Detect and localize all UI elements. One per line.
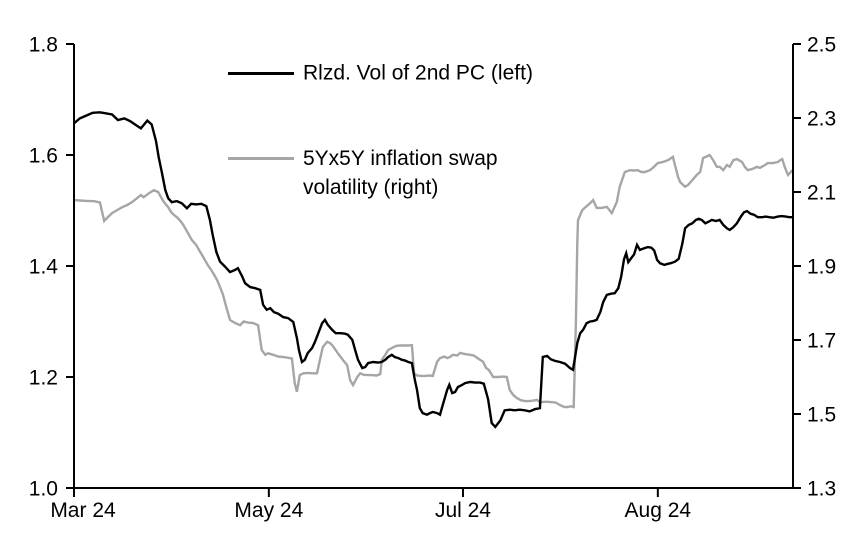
left-axis-tick-label: 1.2 [29, 366, 58, 389]
left-axis-tick-label: 1.4 [29, 255, 59, 278]
right-axis-tick-label: 1.7 [807, 329, 836, 352]
legend-label-inflation-swap: 5Yx5Y inflation swap volatility (right) [303, 144, 498, 202]
legend-label-inflation-swap-line1: 5Yx5Y inflation swap [303, 147, 498, 170]
x-axis-tick-label: Mar 24 [50, 499, 116, 522]
legend-label-inflation-swap-line2: volatility (right) [303, 176, 439, 199]
left-axis-tick-label: 1.6 [29, 144, 58, 167]
right-axis-tick-label: 2.5 [807, 33, 836, 56]
left-axis-tick-label: 1.0 [29, 477, 58, 500]
x-axis-tick-label: May 24 [234, 499, 303, 522]
x-axis-tick-label: Aug 24 [625, 499, 692, 522]
right-axis-tick-label: 1.5 [807, 403, 836, 426]
legend-swatch-gray-line [228, 157, 294, 160]
legend-swatch-black-line [228, 72, 294, 75]
right-axis-tick-label: 1.9 [807, 255, 836, 278]
legend-label-realized-vol: Rlzd. Vol of 2nd PC (left) [303, 61, 533, 85]
x-axis-tick-label: Jul 24 [435, 499, 491, 522]
left-axis-tick-label: 1.8 [29, 33, 58, 56]
right-axis-tick-label: 1.3 [807, 477, 836, 500]
series-line-realized-vol [73, 111, 793, 429]
right-axis-tick-label: 2.3 [807, 107, 836, 130]
right-axis-tick-label: 2.1 [807, 181, 836, 204]
series-line-inflation-swap [73, 153, 794, 409]
